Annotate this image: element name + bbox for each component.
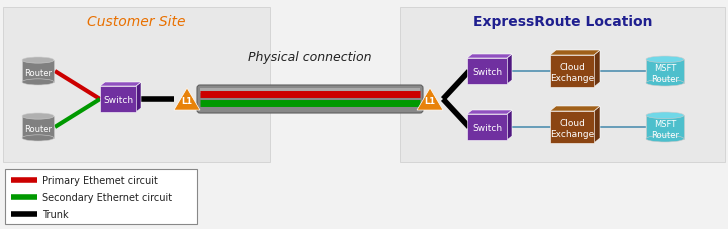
FancyBboxPatch shape: [197, 86, 423, 114]
FancyBboxPatch shape: [646, 60, 684, 83]
Text: Switch: Switch: [472, 124, 502, 133]
FancyBboxPatch shape: [200, 89, 420, 94]
Ellipse shape: [22, 114, 54, 120]
Polygon shape: [594, 51, 600, 88]
Ellipse shape: [646, 57, 684, 63]
Text: ExpressRoute Location: ExpressRoute Location: [472, 15, 652, 29]
FancyBboxPatch shape: [550, 112, 594, 143]
Ellipse shape: [646, 112, 684, 119]
Text: MSFT
Router: MSFT Router: [651, 120, 679, 139]
Text: Cloud
Exchange: Cloud Exchange: [550, 119, 594, 138]
Ellipse shape: [22, 58, 54, 64]
Text: Physical connection: Physical connection: [248, 51, 372, 64]
FancyBboxPatch shape: [3, 8, 270, 162]
Text: Customer Site: Customer Site: [87, 15, 186, 29]
Text: Trunk: Trunk: [42, 209, 68, 219]
Polygon shape: [550, 106, 600, 112]
FancyBboxPatch shape: [22, 117, 54, 138]
FancyBboxPatch shape: [100, 87, 136, 112]
FancyBboxPatch shape: [467, 59, 507, 85]
FancyBboxPatch shape: [5, 169, 197, 224]
Polygon shape: [136, 83, 141, 112]
Polygon shape: [507, 55, 512, 85]
Text: Router: Router: [24, 69, 52, 78]
Polygon shape: [467, 111, 512, 114]
Text: Secondary Ethernet circuit: Secondary Ethernet circuit: [42, 192, 172, 202]
Polygon shape: [100, 83, 141, 87]
Ellipse shape: [646, 80, 684, 87]
Polygon shape: [550, 51, 600, 56]
FancyBboxPatch shape: [467, 114, 507, 140]
Text: Router: Router: [24, 125, 52, 134]
FancyBboxPatch shape: [400, 8, 725, 162]
Ellipse shape: [22, 79, 54, 86]
Text: MSFT
Router: MSFT Router: [651, 64, 679, 83]
Polygon shape: [507, 111, 512, 140]
Polygon shape: [174, 89, 200, 111]
Polygon shape: [417, 89, 443, 111]
Text: Primary Ethemet circuit: Primary Ethemet circuit: [42, 175, 158, 185]
Polygon shape: [467, 55, 512, 59]
FancyBboxPatch shape: [646, 116, 684, 139]
Text: L1: L1: [424, 97, 435, 106]
Text: Switch: Switch: [103, 96, 133, 105]
FancyBboxPatch shape: [550, 56, 594, 88]
Polygon shape: [594, 106, 600, 143]
Ellipse shape: [646, 136, 684, 142]
Ellipse shape: [22, 135, 54, 141]
Text: Switch: Switch: [472, 68, 502, 77]
Text: L1: L1: [181, 97, 193, 106]
FancyBboxPatch shape: [22, 61, 54, 83]
Text: Cloud
Exchange: Cloud Exchange: [550, 63, 594, 82]
